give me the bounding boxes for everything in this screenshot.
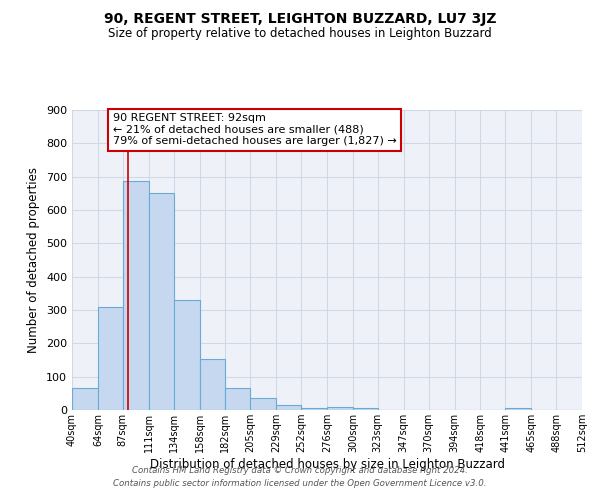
Text: Contains HM Land Registry data © Crown copyright and database right 2024.
Contai: Contains HM Land Registry data © Crown c… (113, 466, 487, 487)
Bar (123, 180, 149, 410)
Bar (173, 300, 199, 410)
Y-axis label: Number of detached properties: Number of detached properties (28, 167, 40, 353)
Text: 90 REGENT STREET: 92sqm
← 21% of detached houses are smaller (488)
79% of semi-d: 90 REGENT STREET: 92sqm ← 21% of detache… (113, 113, 397, 146)
Bar (98, 308, 123, 410)
Bar (250, 398, 276, 410)
Bar (505, 408, 531, 410)
Bar (327, 406, 353, 410)
Bar (226, 388, 250, 410)
Bar (149, 194, 173, 410)
Bar (276, 405, 301, 410)
Text: Size of property relative to detached houses in Leighton Buzzard: Size of property relative to detached ho… (108, 28, 492, 40)
X-axis label: Distribution of detached houses by size in Leighton Buzzard: Distribution of detached houses by size … (149, 458, 505, 471)
Bar (301, 408, 327, 410)
Bar (353, 408, 378, 410)
Bar (72, 388, 98, 410)
Text: 90, REGENT STREET, LEIGHTON BUZZARD, LU7 3JZ: 90, REGENT STREET, LEIGHTON BUZZARD, LU7… (104, 12, 496, 26)
Bar (199, 360, 226, 410)
